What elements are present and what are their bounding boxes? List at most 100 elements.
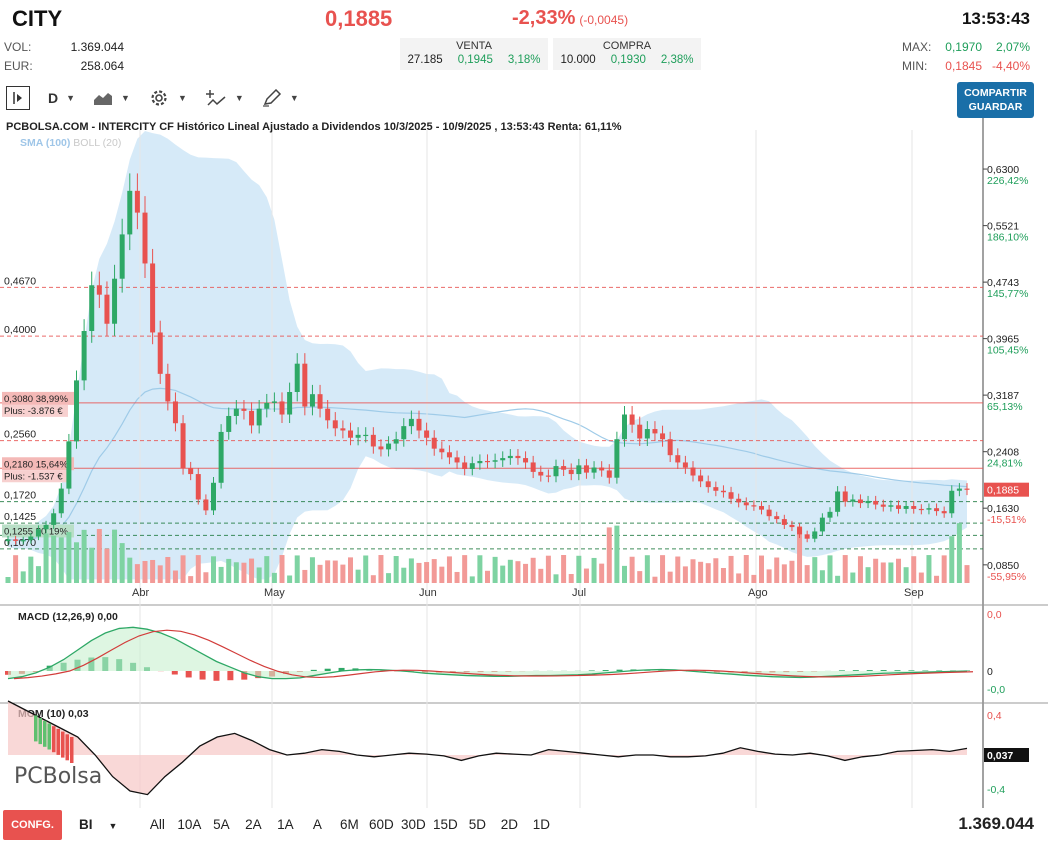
chart-type-dropdown[interactable]: ▼ xyxy=(93,90,130,106)
macd-histogram-bar xyxy=(894,670,901,671)
level-pct-label: 0,3080 38,99% xyxy=(4,394,68,405)
volume-bar xyxy=(271,572,277,583)
candle-body xyxy=(218,431,224,483)
settings-dropdown[interactable]: ▼ xyxy=(148,87,187,109)
candle-body xyxy=(51,513,57,525)
macd-histogram-bar xyxy=(338,667,345,671)
candle-body xyxy=(873,500,879,505)
volume-bar xyxy=(218,566,224,583)
volume-bar xyxy=(896,558,901,583)
panel-toggle-button[interactable] xyxy=(6,86,30,110)
volume-bar xyxy=(660,555,666,583)
mom-bar xyxy=(56,728,60,755)
candle-body xyxy=(127,190,133,235)
candle-body xyxy=(789,524,795,528)
config-button[interactable]: CONFG. xyxy=(3,809,62,840)
macd-histogram-bar xyxy=(602,670,609,671)
mom-bar xyxy=(34,715,38,742)
volume-bar xyxy=(28,556,34,583)
range-2a[interactable]: 2A xyxy=(245,817,262,832)
range-2d[interactable]: 2D xyxy=(500,817,519,832)
candle-body xyxy=(416,418,422,431)
signal-line xyxy=(13,629,974,680)
candle-body xyxy=(637,424,643,439)
volume-bar xyxy=(644,555,650,583)
min-stat: MIN: 0,1845 -4,40% xyxy=(902,59,1030,73)
volume-bar xyxy=(736,573,742,583)
axis-pct-label: -55,95% xyxy=(987,571,1026,583)
price-chart[interactable]: Abr May Jun Jul Ago Sep 0,4670 0,4000 0,3080 38,… xyxy=(0,118,1048,808)
axis-pct-label: 105,45% xyxy=(987,345,1028,357)
volume-bar xyxy=(675,556,681,583)
share-save-button[interactable]: COMPARTIR GUARDAR xyxy=(957,82,1034,118)
min-label: MIN: xyxy=(902,59,928,73)
volume-bar xyxy=(667,571,673,583)
candle-body xyxy=(629,414,635,425)
volume-bar xyxy=(949,536,955,583)
volume-bar xyxy=(348,557,353,583)
boll-legend: BOLL (20) xyxy=(73,137,122,149)
plus-box xyxy=(2,470,68,483)
macd-axis-label: -0,0 xyxy=(987,684,1005,696)
candle-body xyxy=(363,434,369,437)
candle-body xyxy=(249,410,255,426)
range-10a[interactable]: 10A xyxy=(177,817,202,832)
bi-dropdown[interactable]: BI ▼ xyxy=(79,817,117,832)
candle-body xyxy=(81,330,87,381)
range-1a[interactable]: 1A xyxy=(277,817,294,832)
candle-body xyxy=(477,460,483,464)
macd-histogram-bar xyxy=(588,670,595,671)
range-30d[interactable]: 30D xyxy=(401,817,426,832)
volume-bar xyxy=(446,556,452,583)
candle-body xyxy=(287,392,293,415)
range-1d[interactable]: 1D xyxy=(532,817,551,832)
candle-body xyxy=(264,402,270,409)
volume-bar xyxy=(332,560,338,583)
venta-pct: 3,18% xyxy=(507,54,541,66)
volume-bar xyxy=(561,555,567,583)
volume-bar xyxy=(819,570,825,583)
range-a[interactable]: A xyxy=(312,817,322,832)
volume-bar xyxy=(614,525,620,583)
interval-dropdown[interactable]: D ▼ xyxy=(48,90,75,106)
candle-body xyxy=(804,534,810,539)
volume-bar xyxy=(713,558,719,583)
volume-bar xyxy=(386,573,392,583)
volume-bar xyxy=(705,563,711,583)
candle-body xyxy=(500,458,506,461)
indicators-dropdown[interactable]: ▼ xyxy=(205,89,244,107)
volume-bar xyxy=(637,571,643,583)
volume-stat: VOL: 1.369.044 xyxy=(4,40,124,54)
volume-bar xyxy=(956,523,962,583)
candle-body xyxy=(652,429,658,434)
range-6m[interactable]: 6M xyxy=(340,817,359,832)
axis-pct-label: 226,42% xyxy=(987,175,1028,187)
volume-bar xyxy=(523,563,529,583)
range-15d[interactable]: 15D xyxy=(433,817,458,832)
candle-body xyxy=(20,540,26,542)
range-5d[interactable]: 5D xyxy=(468,817,487,832)
candle-body xyxy=(964,488,970,490)
range-5a[interactable]: 5A xyxy=(213,817,230,832)
volume-bar xyxy=(462,555,468,583)
candle-body xyxy=(606,470,612,478)
volume-bar xyxy=(857,556,863,583)
candle-body xyxy=(827,511,833,518)
candle-body xyxy=(203,499,209,511)
save-label: GUARDAR xyxy=(968,101,1023,113)
candle-body xyxy=(325,408,331,421)
mom-bar xyxy=(52,726,56,753)
volume-bar xyxy=(279,555,285,583)
range-60d[interactable]: 60D xyxy=(369,817,394,832)
volume-bar xyxy=(302,569,308,583)
candle-body xyxy=(835,491,841,512)
candle-body xyxy=(705,481,711,488)
volume-bar xyxy=(629,556,635,583)
volume-bar xyxy=(789,560,795,583)
candle-body xyxy=(880,504,886,507)
drawing-tools-dropdown[interactable]: ▼ xyxy=(262,89,299,107)
bottom-bar: CONFG. BI ▼ All 10A 5A 2A 1A A 6M 60D 30D 15D 5D 2D 1… xyxy=(0,806,1048,843)
range-all[interactable]: All xyxy=(149,817,165,832)
candle-body xyxy=(180,423,186,469)
volume-bar xyxy=(203,572,209,583)
